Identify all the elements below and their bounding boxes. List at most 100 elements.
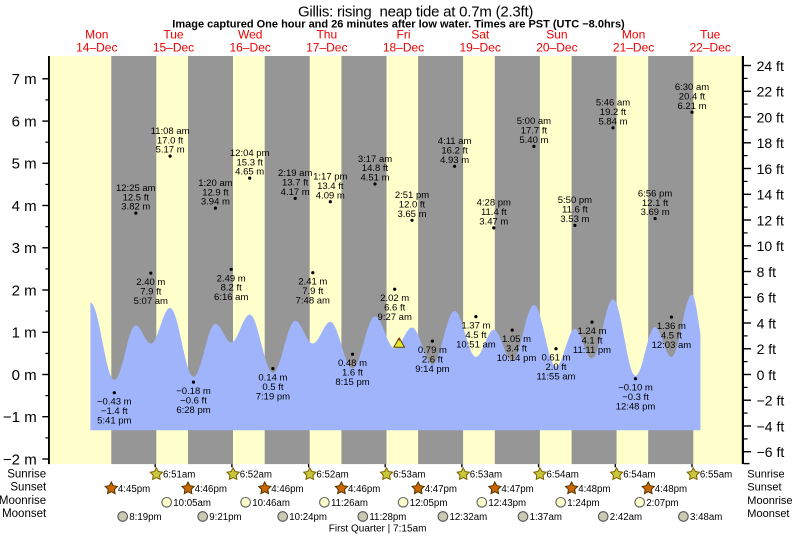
svg-text:0.5 ft: 0.5 ft [262, 382, 283, 393]
svg-text:7:19 pm: 7:19 pm [256, 391, 290, 402]
svg-text:4.17 m: 4.17 m [281, 187, 310, 198]
svg-text:3.47 m: 3.47 m [479, 217, 508, 228]
svg-text:−1 m: −1 m [3, 409, 37, 426]
svg-text:11.6 ft: 11.6 ft [562, 205, 588, 216]
svg-text:2 ft: 2 ft [757, 341, 777, 357]
svg-text:6:53am: 6:53am [393, 469, 425, 480]
svg-text:12.5 ft: 12.5 ft [123, 192, 150, 203]
svg-text:8:15 pm: 8:15 pm [335, 377, 369, 388]
svg-text:6:28 pm: 6:28 pm [176, 405, 210, 416]
svg-text:10:05am: 10:05am [173, 498, 211, 509]
svg-text:Sunrise: Sunrise [747, 469, 784, 481]
svg-text:12.9 ft: 12.9 ft [202, 187, 229, 198]
svg-text:7 m: 7 m [12, 71, 37, 88]
svg-text:−4 ft: −4 ft [757, 418, 785, 434]
svg-text:2.41 m: 2.41 m [298, 277, 327, 288]
svg-text:6 m: 6 m [12, 114, 37, 131]
svg-text:4.51 m: 4.51 m [360, 173, 389, 184]
svg-text:17–Dec: 17–Dec [306, 41, 347, 55]
svg-text:4:45pm: 4:45pm [118, 484, 150, 495]
svg-text:12:25 am: 12:25 am [116, 183, 156, 194]
svg-text:Moonrise: Moonrise [747, 495, 792, 507]
svg-text:1:24pm: 1:24pm [567, 498, 599, 509]
svg-text:2:42am: 2:42am [610, 512, 642, 523]
svg-text:Mon: Mon [622, 28, 645, 42]
svg-text:2.49 m: 2.49 m [217, 273, 246, 284]
svg-text:20.4 ft: 20.4 ft [679, 91, 706, 102]
svg-text:17.0 ft: 17.0 ft [157, 135, 184, 146]
svg-text:Tue: Tue [163, 28, 184, 42]
svg-text:3:48am: 3:48am [690, 512, 722, 523]
svg-text:−0.3 ft: −0.3 ft [622, 392, 649, 403]
svg-text:6:53am: 6:53am [470, 469, 502, 480]
svg-text:2:07pm: 2:07pm [646, 498, 678, 509]
svg-text:0 m: 0 m [12, 367, 37, 384]
svg-text:5:07 am: 5:07 am [134, 296, 168, 307]
svg-text:3.53 m: 3.53 m [560, 214, 589, 225]
svg-text:1 m: 1 m [12, 325, 37, 342]
svg-text:22 ft: 22 ft [757, 84, 784, 100]
svg-text:2 m: 2 m [12, 282, 37, 299]
svg-text:4.09 m: 4.09 m [316, 190, 345, 201]
svg-text:11.4 ft: 11.4 ft [481, 207, 507, 218]
svg-text:4.93 m: 4.93 m [440, 155, 469, 166]
svg-text:7.9 ft: 7.9 ft [140, 287, 161, 298]
svg-text:11:11 pm: 11:11 pm [573, 345, 611, 356]
svg-text:Moonrise: Moonrise [0, 495, 46, 507]
svg-text:6:51am: 6:51am [163, 469, 195, 480]
svg-text:2:51 pm: 2:51 pm [395, 190, 429, 201]
svg-text:4:46pm: 4:46pm [195, 484, 227, 495]
svg-text:2.6 ft: 2.6 ft [422, 355, 443, 366]
svg-text:Fri: Fri [397, 28, 411, 42]
svg-text:Thu: Thu [316, 28, 337, 42]
svg-text:1:37am: 1:37am [530, 512, 562, 523]
svg-text:11:26am: 11:26am [331, 498, 368, 509]
svg-text:15–Dec: 15–Dec [153, 41, 194, 55]
svg-text:5.17 m: 5.17 m [156, 145, 185, 156]
svg-text:4:11 am: 4:11 am [438, 136, 472, 147]
svg-text:16 ft: 16 ft [757, 161, 784, 177]
svg-text:14–Dec: 14–Dec [76, 41, 117, 55]
svg-text:0.79 m: 0.79 m [418, 345, 447, 356]
svg-text:4:28 pm: 4:28 pm [477, 198, 511, 209]
svg-text:1:20 am: 1:20 am [198, 178, 232, 189]
svg-text:2:19 am: 2:19 am [278, 168, 312, 179]
svg-text:6.6 ft: 6.6 ft [384, 303, 405, 314]
svg-text:24 ft: 24 ft [757, 58, 784, 74]
svg-text:22–Dec: 22–Dec [690, 41, 731, 55]
svg-text:Image captured One hour and 26: Image captured One hour and 26 minutes a… [172, 19, 625, 31]
svg-text:Sat: Sat [471, 28, 490, 42]
svg-text:0.14 m: 0.14 m [258, 373, 287, 384]
svg-text:Moonset: Moonset [2, 508, 47, 520]
svg-text:4:46pm: 4:46pm [271, 484, 303, 495]
svg-text:3.82 m: 3.82 m [121, 202, 150, 213]
svg-text:10:14 pm: 10:14 pm [497, 353, 537, 364]
svg-text:10:46am: 10:46am [252, 498, 290, 509]
svg-text:4:47pm: 4:47pm [501, 484, 533, 495]
svg-text:9:14 pm: 9:14 pm [415, 364, 449, 375]
svg-text:4.1 ft: 4.1 ft [581, 336, 602, 347]
svg-text:1.05 m: 1.05 m [502, 334, 531, 345]
svg-text:6:55am: 6:55am [700, 469, 732, 480]
svg-text:3.69 m: 3.69 m [641, 207, 670, 218]
svg-text:14 ft: 14 ft [757, 187, 784, 203]
svg-text:−0.43 m: −0.43 m [97, 397, 132, 408]
svg-text:13.4 ft: 13.4 ft [317, 181, 344, 192]
svg-text:2.0 ft: 2.0 ft [545, 362, 566, 373]
svg-text:3.4 ft: 3.4 ft [506, 344, 527, 355]
svg-text:Sunset: Sunset [10, 482, 47, 494]
svg-text:12:32am: 12:32am [450, 512, 488, 523]
svg-text:5:50 pm: 5:50 pm [558, 195, 592, 206]
svg-text:5:00 am: 5:00 am [517, 116, 551, 127]
svg-text:3:17 am: 3:17 am [358, 154, 392, 165]
svg-text:4:48pm: 4:48pm [655, 484, 687, 495]
svg-text:2.02 m: 2.02 m [380, 293, 409, 304]
svg-text:5:46 am: 5:46 am [596, 98, 630, 109]
svg-text:12 ft: 12 ft [757, 212, 784, 228]
svg-text:11:08 am: 11:08 am [151, 126, 190, 137]
svg-text:12.1 ft: 12.1 ft [642, 198, 669, 209]
svg-text:1.36 m: 1.36 m [657, 321, 686, 332]
svg-text:−2 ft: −2 ft [757, 393, 785, 409]
svg-text:7:48 am: 7:48 am [296, 296, 330, 307]
svg-text:13.7 ft: 13.7 ft [282, 178, 309, 189]
